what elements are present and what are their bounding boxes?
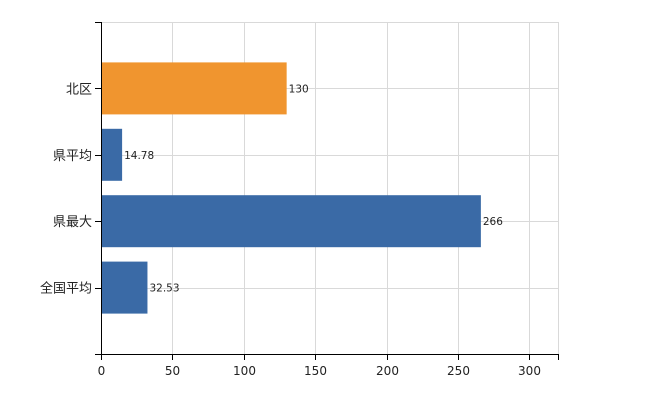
y-tick-label: 北区 bbox=[66, 82, 92, 97]
y-tick-label: 県最大 bbox=[53, 215, 92, 230]
bar bbox=[101, 261, 148, 314]
bar-value-label: 266 bbox=[483, 216, 503, 228]
bar-value-label: 14.78 bbox=[124, 150, 154, 162]
bar-value-label: 32.53 bbox=[149, 283, 179, 295]
bar bbox=[101, 62, 287, 115]
y-tick-label: 全国平均 bbox=[40, 281, 92, 297]
y-tick-label: 県平均 bbox=[53, 149, 92, 164]
bars bbox=[101, 62, 481, 314]
x-tick-label: 150 bbox=[304, 364, 327, 378]
data-labels: 130 14.78 266 32.53 bbox=[124, 83, 503, 294]
x-tick-label: 250 bbox=[447, 364, 470, 378]
x-tick-label: 300 bbox=[518, 364, 541, 378]
x-tick-label: 200 bbox=[376, 364, 399, 378]
bar-value-label: 130 bbox=[289, 83, 309, 95]
bar bbox=[101, 195, 481, 248]
x-tick-label: 100 bbox=[233, 364, 256, 378]
x-tick-label: 0 bbox=[98, 364, 106, 378]
x-tick-label: 50 bbox=[165, 364, 180, 378]
bar bbox=[101, 128, 123, 181]
